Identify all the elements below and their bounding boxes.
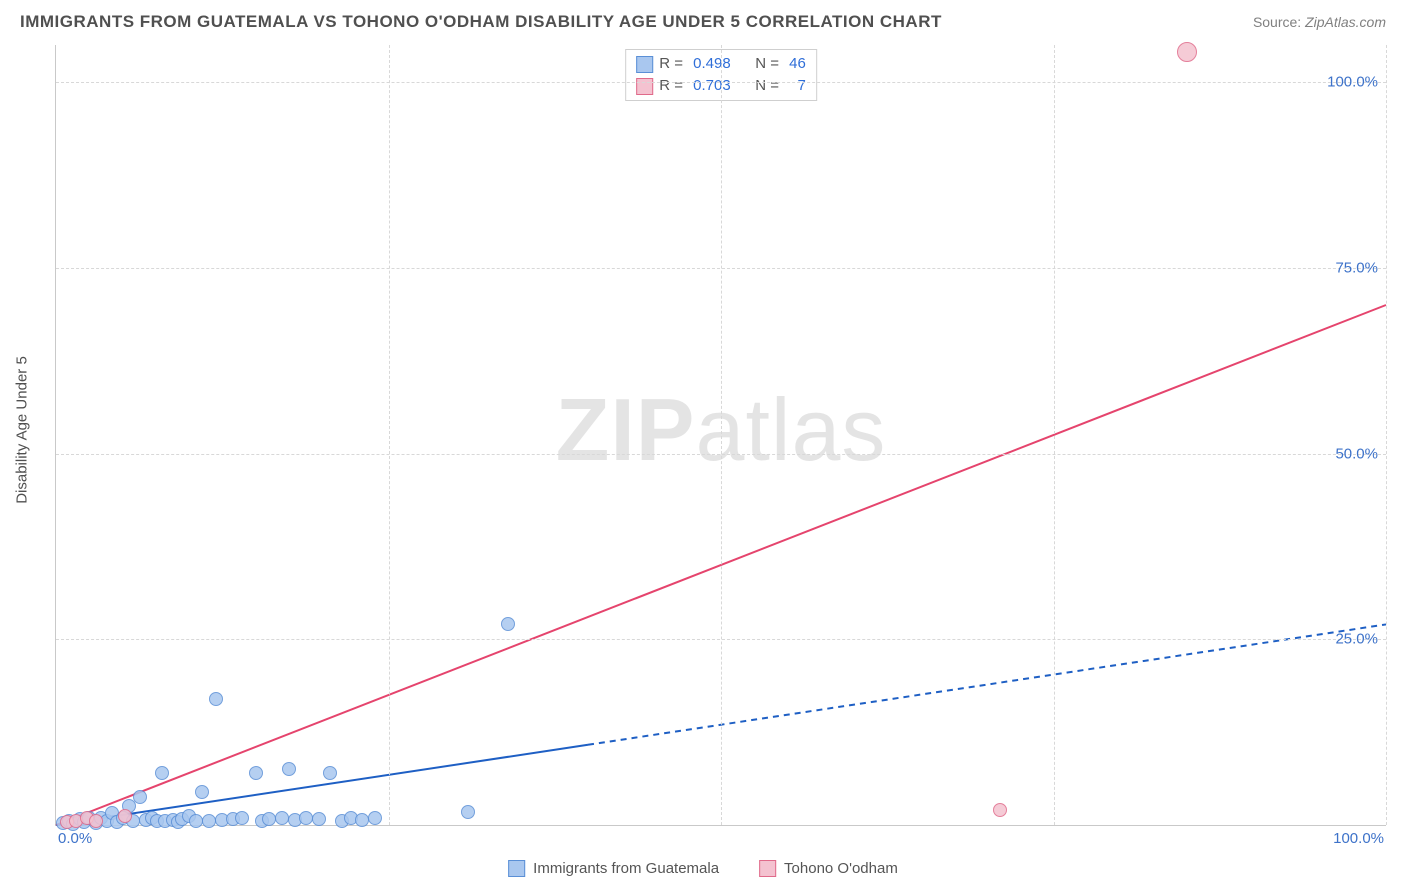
watermark-rest: atlas: [696, 380, 887, 479]
x-axis-max-label: 100.0%: [1333, 830, 1384, 847]
data-point-guatemala: [312, 812, 326, 826]
trend-line-guatemala-dashed: [588, 624, 1386, 744]
source-value: ZipAtlas.com: [1305, 14, 1386, 30]
plot-area: ZIPatlas R = 0.498 N = 46 R = 0.703 N = …: [55, 45, 1386, 826]
series-legend-label-guatemala: Immigrants from Guatemala: [533, 860, 719, 877]
swatch-tohono: [759, 860, 776, 877]
data-point-guatemala: [235, 811, 249, 825]
swatch-guatemala: [636, 56, 653, 73]
legend-r-value-guatemala: 0.498: [693, 53, 731, 75]
watermark-bold: ZIP: [556, 380, 696, 479]
data-point-guatemala: [299, 811, 313, 825]
gridline-vertical: [1386, 45, 1387, 825]
data-point-guatemala: [461, 805, 475, 819]
y-tick-label: 75.0%: [1335, 259, 1378, 276]
data-point-guatemala: [249, 766, 263, 780]
data-point-tohono: [993, 803, 1007, 817]
data-point-guatemala: [501, 617, 515, 631]
swatch-guatemala: [508, 860, 525, 877]
data-point-tohono: [89, 814, 103, 828]
gridline-vertical: [721, 45, 722, 825]
source-label: Source:: [1253, 14, 1301, 30]
data-point-guatemala: [189, 814, 203, 828]
gridline-vertical: [1054, 45, 1055, 825]
data-point-guatemala: [133, 790, 147, 804]
data-point-guatemala: [262, 812, 276, 826]
gridline-vertical: [389, 45, 390, 825]
data-point-guatemala: [202, 814, 216, 828]
series-legend-item-guatemala: Immigrants from Guatemala: [508, 860, 719, 877]
y-tick-label: 100.0%: [1327, 74, 1378, 91]
legend-n-prefix: N =: [755, 53, 783, 75]
y-axis-label: Disability Age Under 5: [14, 356, 31, 504]
y-tick-label: 25.0%: [1335, 631, 1378, 648]
legend-r-prefix: R =: [659, 75, 687, 97]
series-legend-item-tohono: Tohono O'odham: [759, 860, 898, 877]
series-legend-label-tohono: Tohono O'odham: [784, 860, 898, 877]
legend-n-value-tohono: 7: [789, 75, 806, 97]
data-point-guatemala: [282, 762, 296, 776]
data-point-guatemala: [155, 766, 169, 780]
y-tick-label: 50.0%: [1335, 445, 1378, 462]
data-point-tohono: [1177, 42, 1197, 62]
legend-n-prefix: N =: [755, 75, 783, 97]
data-point-guatemala: [275, 811, 289, 825]
data-point-tohono: [118, 809, 132, 823]
source-citation: Source: ZipAtlas.com: [1253, 14, 1386, 30]
chart-title: IMMIGRANTS FROM GUATEMALA VS TOHONO O'OD…: [20, 12, 942, 32]
swatch-tohono: [636, 78, 653, 95]
data-point-guatemala: [323, 766, 337, 780]
data-point-guatemala: [355, 813, 369, 827]
series-legend: Immigrants from Guatemala Tohono O'odham: [508, 860, 898, 877]
legend-r-value-tohono: 0.703: [693, 75, 731, 97]
data-point-guatemala: [368, 811, 382, 825]
legend-r-prefix: R =: [659, 53, 687, 75]
data-point-guatemala: [209, 692, 223, 706]
x-axis-min-label: 0.0%: [58, 830, 92, 847]
legend-n-value-guatemala: 46: [789, 53, 806, 75]
data-point-guatemala: [195, 785, 209, 799]
